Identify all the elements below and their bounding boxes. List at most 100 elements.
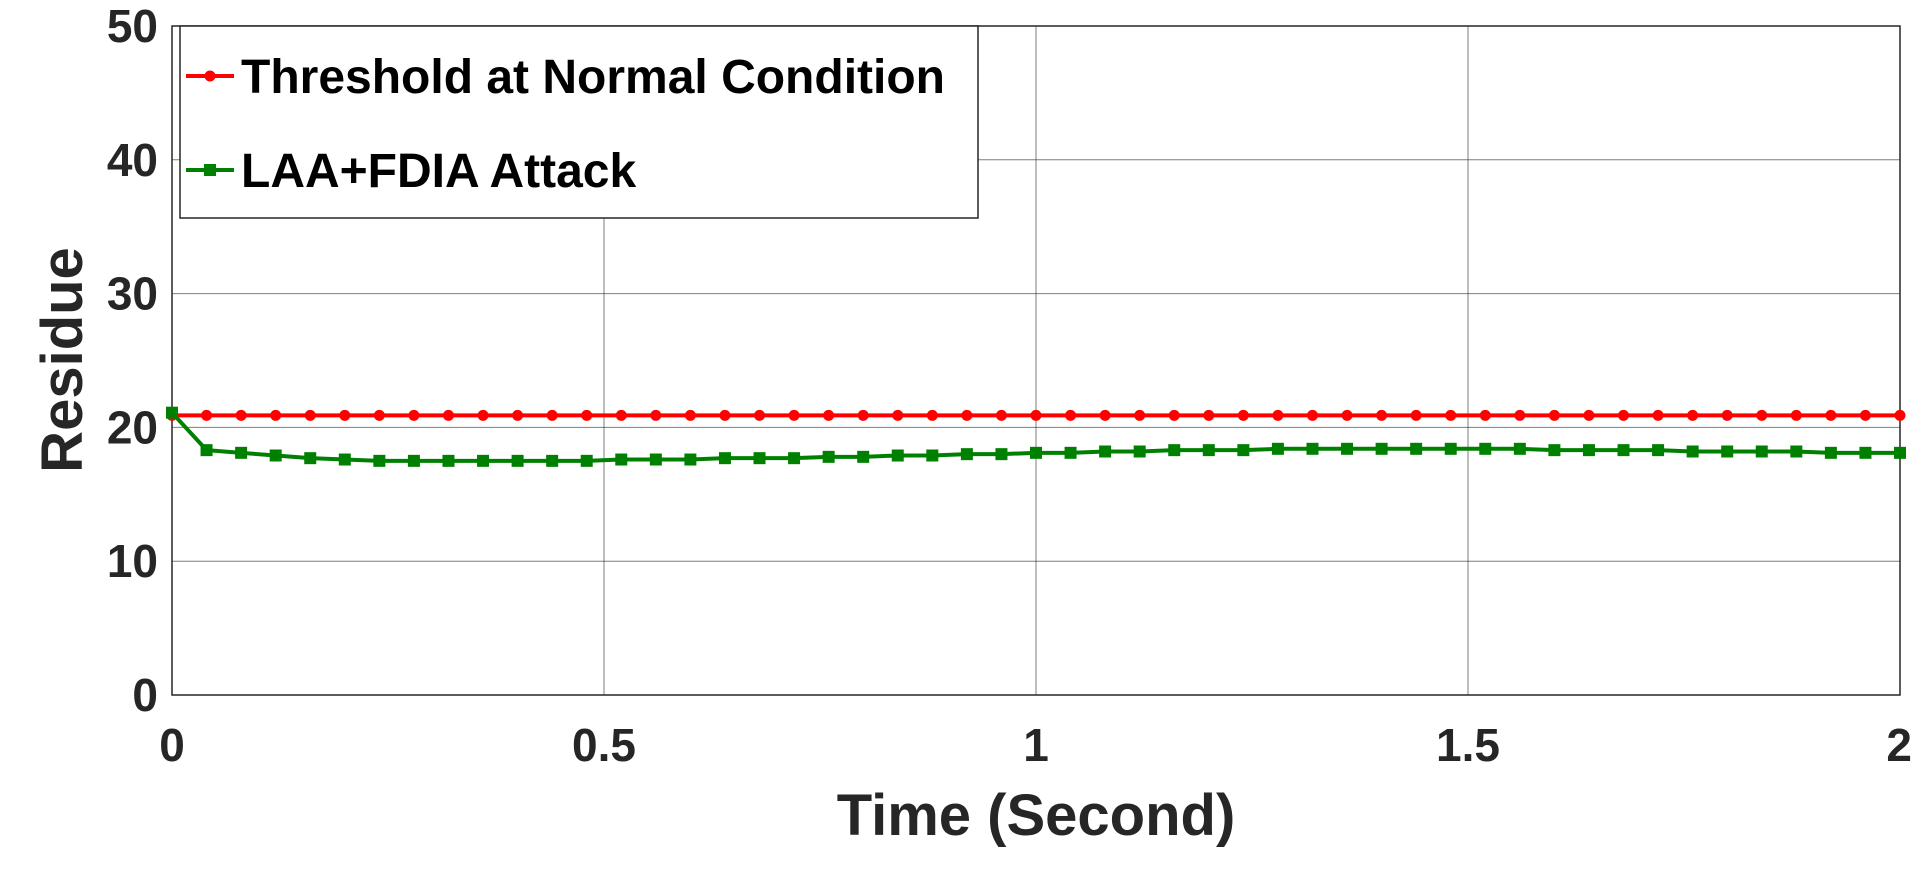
data-point	[408, 409, 420, 421]
data-point	[1652, 409, 1664, 421]
data-point	[718, 452, 731, 465]
data-point	[1479, 442, 1492, 455]
legend-marker-attack	[204, 164, 216, 176]
series-0	[166, 409, 1906, 421]
data-point	[1513, 442, 1526, 455]
data-point	[926, 449, 939, 462]
data-point	[580, 454, 593, 467]
series-1	[166, 406, 1906, 467]
data-point	[373, 454, 386, 467]
data-point	[1548, 444, 1561, 457]
data-point	[1099, 445, 1112, 458]
data-point	[1376, 409, 1388, 421]
data-point	[1271, 442, 1284, 455]
data-point	[1859, 409, 1871, 421]
y-tick-label: 0	[132, 669, 158, 721]
data-point	[1410, 409, 1422, 421]
data-point	[201, 409, 213, 421]
data-point	[1306, 442, 1319, 455]
y-tick-label: 50	[107, 0, 158, 52]
data-point	[1721, 409, 1733, 421]
data-point	[1756, 409, 1768, 421]
data-point	[1237, 444, 1250, 457]
x-tick-label: 2	[1886, 719, 1912, 771]
x-tick-label: 0	[159, 719, 185, 771]
data-point	[1203, 409, 1215, 421]
x-tick-label: 1.5	[1436, 719, 1500, 771]
data-point	[1237, 409, 1249, 421]
data-point	[581, 409, 593, 421]
data-point	[1790, 409, 1802, 421]
data-point	[1202, 444, 1215, 457]
data-point	[1341, 442, 1354, 455]
y-tick-label: 20	[107, 401, 158, 453]
data-point	[1548, 409, 1560, 421]
data-point	[1030, 409, 1042, 421]
data-point	[1514, 409, 1526, 421]
data-point	[1824, 446, 1837, 459]
data-point	[477, 454, 490, 467]
data-point	[235, 446, 248, 459]
data-point	[1030, 446, 1042, 459]
data-point	[754, 409, 766, 421]
data-point	[373, 409, 385, 421]
data-point	[650, 409, 662, 421]
data-point	[892, 409, 904, 421]
data-point	[857, 409, 869, 421]
data-point	[270, 409, 282, 421]
data-point	[1445, 409, 1457, 421]
data-point	[1894, 409, 1906, 421]
data-point	[1755, 445, 1768, 458]
data-point	[1306, 409, 1318, 421]
data-point	[235, 409, 247, 421]
data-point	[960, 448, 973, 461]
plot-border	[171, 25, 1901, 696]
data-point	[1479, 409, 1491, 421]
data-point	[684, 409, 696, 421]
data-point	[615, 453, 628, 466]
data-point	[788, 409, 800, 421]
data-point	[995, 448, 1008, 461]
data-point	[546, 409, 558, 421]
data-point	[822, 450, 835, 463]
data-point	[477, 409, 489, 421]
data-point	[1444, 442, 1457, 455]
legend-label-threshold: Threshold at Normal Condition	[241, 51, 945, 104]
data-point	[1618, 409, 1630, 421]
data-point	[200, 444, 213, 457]
data-point	[1583, 409, 1595, 421]
data-point	[407, 454, 420, 467]
data-point	[1272, 409, 1284, 421]
data-point	[1859, 446, 1872, 459]
data-point	[442, 454, 455, 467]
legend-marker-threshold	[204, 70, 216, 82]
data-point	[1168, 444, 1181, 457]
series-group	[166, 406, 1906, 467]
data-point	[1686, 445, 1699, 458]
data-point	[1687, 409, 1699, 421]
data-point	[1133, 445, 1146, 458]
legend-box	[179, 25, 979, 219]
data-point	[339, 409, 351, 421]
data-point	[684, 453, 697, 466]
data-point	[269, 449, 282, 462]
data-point	[1065, 409, 1077, 421]
data-point	[961, 409, 973, 421]
y-tick-label: 40	[107, 134, 158, 186]
data-point	[1617, 444, 1630, 457]
data-point	[1790, 445, 1803, 458]
legend-label-attack: LAA+FDIA Attack	[241, 145, 636, 198]
data-point	[788, 452, 801, 465]
data-point	[511, 454, 524, 467]
data-point	[615, 409, 627, 421]
data-point	[166, 406, 178, 419]
x-tick-label: 1	[1023, 719, 1049, 771]
y-tick-label: 30	[107, 268, 158, 320]
data-point	[304, 452, 317, 465]
data-point	[891, 449, 904, 462]
data-point	[1341, 409, 1353, 421]
y-tick-label: 10	[107, 535, 158, 587]
data-point	[1582, 444, 1595, 457]
data-point	[649, 453, 662, 466]
